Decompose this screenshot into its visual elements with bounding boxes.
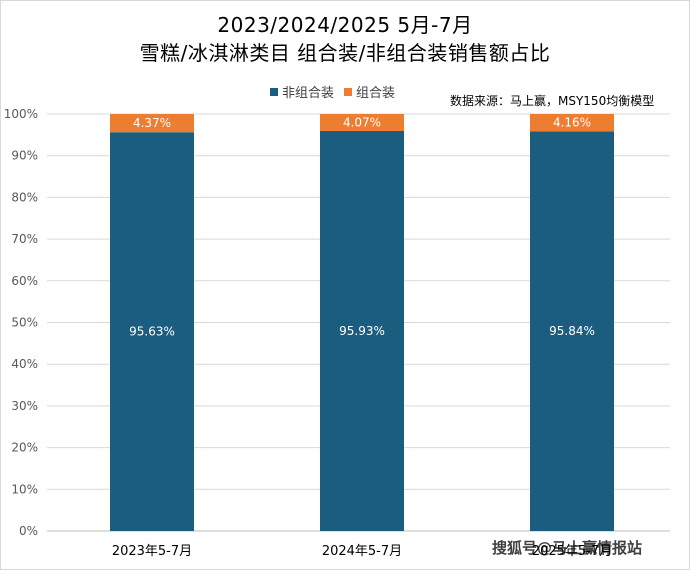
data-label-combo: 4.16%: [553, 116, 591, 130]
data-label-non-combo: 95.63%: [129, 325, 175, 339]
y-tick-label: 30%: [11, 399, 38, 413]
x-tick-label: 2025年5-7月: [532, 544, 612, 559]
y-tick-label: 20%: [11, 441, 38, 455]
y-tick-label: 80%: [11, 190, 38, 204]
y-tick-label: 40%: [11, 357, 38, 371]
x-tick-label: 2024年5-7月: [322, 544, 402, 559]
y-tick-label: 90%: [11, 149, 38, 163]
bar-non-combo: [530, 131, 614, 531]
y-tick-label: 50%: [11, 316, 38, 330]
legend-swatch-non-combo: [270, 87, 278, 96]
data-label-non-combo: 95.84%: [549, 324, 595, 338]
chart-subtitle: 雪糕/冰淇淋类目 组合装/非组合装销售额占比: [139, 41, 551, 65]
bar-combo: [530, 114, 614, 132]
legend-item-non-combo: 非组合装: [270, 82, 334, 101]
y-tick-label: 60%: [11, 274, 38, 288]
bar-combo: [320, 114, 404, 131]
legend-swatch-combo: [344, 87, 353, 96]
y-tick-label: 100%: [4, 107, 38, 121]
y-tick-label: 10%: [11, 482, 38, 496]
chart-title: 2023/2024/2025 5月-7月: [217, 13, 473, 37]
watermark: 搜狐号@马上赢情报站: [492, 539, 643, 557]
source-note: 数据来源：马上赢，MSY150均衡模型: [450, 94, 655, 108]
bar-non-combo: [110, 132, 194, 531]
y-tick-label: 0%: [19, 524, 38, 538]
y-tick-label: 70%: [11, 232, 38, 246]
legend-label-non-combo: 非组合装: [282, 86, 335, 101]
x-tick-label: 2023年5-7月: [112, 544, 192, 559]
data-label-combo: 4.37%: [133, 116, 171, 130]
legend-item-combo: 组合装: [344, 82, 395, 101]
legend-label-combo: 组合装: [356, 86, 396, 101]
data-label-combo: 4.07%: [343, 115, 381, 129]
legend: 非组合装 组合装: [270, 82, 405, 101]
bar-non-combo: [320, 130, 404, 531]
data-label-non-combo: 95.93%: [339, 324, 385, 338]
bar-combo: [110, 114, 194, 133]
